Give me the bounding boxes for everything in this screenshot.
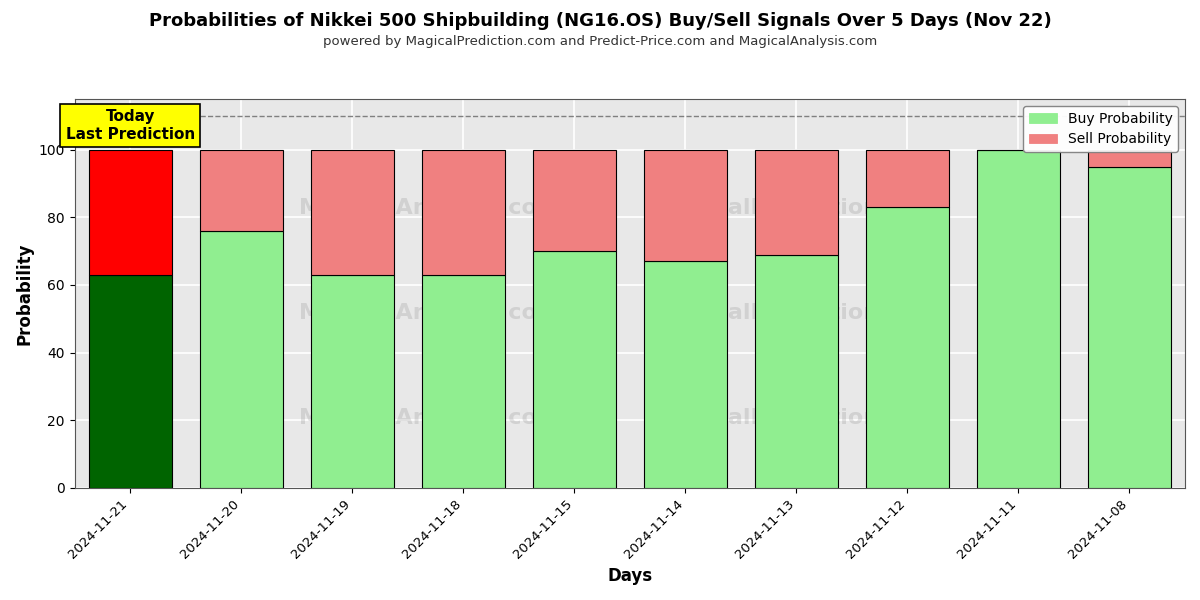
Bar [865,207,949,488]
Bar [643,150,727,262]
Bar [199,231,283,488]
Bar [89,275,172,488]
Text: powered by MagicalPrediction.com and Predict-Price.com and MagicalAnalysis.com: powered by MagicalPrediction.com and Pre… [323,35,877,48]
Text: Today
Last Prediction: Today Last Prediction [66,109,194,142]
Bar [533,150,616,251]
Text: MagicalAnalysis.com: MagicalAnalysis.com [300,303,560,323]
Text: MagicalPrediction.com: MagicalPrediction.com [654,198,940,218]
Bar [199,150,283,231]
Bar [421,275,505,488]
Text: MagicalPrediction.com: MagicalPrediction.com [654,303,940,323]
Text: MagicalPrediction.com: MagicalPrediction.com [654,408,940,428]
Bar [421,150,505,275]
X-axis label: Days: Days [607,567,653,585]
Bar [533,251,616,488]
Bar [755,254,838,488]
Bar [1088,150,1171,167]
Y-axis label: Probability: Probability [16,242,34,345]
Bar [1088,167,1171,488]
Bar [755,150,838,254]
Bar [311,275,394,488]
Text: Probabilities of Nikkei 500 Shipbuilding (NG16.OS) Buy/Sell Signals Over 5 Days : Probabilities of Nikkei 500 Shipbuilding… [149,12,1051,30]
Bar [311,150,394,275]
Bar [865,150,949,207]
Legend: Buy Probability, Sell Probability: Buy Probability, Sell Probability [1024,106,1178,152]
Text: MagicalAnalysis.com: MagicalAnalysis.com [300,198,560,218]
Bar [89,150,172,275]
Bar [643,262,727,488]
Bar [977,150,1060,488]
Text: MagicalAnalysis.com: MagicalAnalysis.com [300,408,560,428]
